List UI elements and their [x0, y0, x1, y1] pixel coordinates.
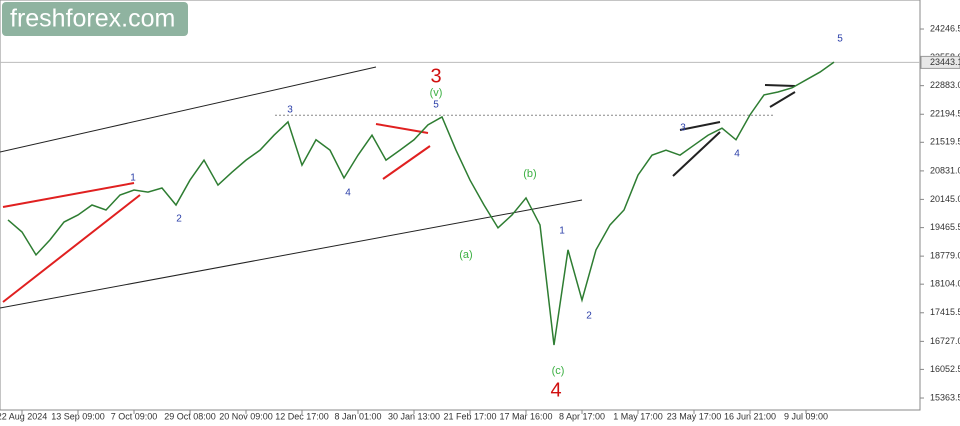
- y-tick-label: 20145.0: [930, 194, 960, 204]
- x-tick-label: 29 Oct 08:00: [164, 411, 216, 421]
- wave-label: 2: [176, 214, 182, 225]
- y-tick-label: 21519.5: [930, 137, 960, 147]
- last-price-label: 23443.1: [930, 57, 960, 67]
- wave-label: 5: [433, 100, 439, 111]
- y-tick-label: 22883.0: [930, 80, 960, 90]
- wave-label: 4: [550, 379, 561, 401]
- wave-label: 4: [345, 188, 351, 199]
- plot-frame: [0, 0, 921, 411]
- trend-lines: [0, 66, 796, 309]
- x-tick-label: 16 Jun 21:00: [724, 411, 776, 421]
- x-tick-label: 12 Dec 17:00: [275, 411, 329, 421]
- x-tick-label: 1 May 17:00: [613, 411, 663, 421]
- wave-label: 1: [559, 226, 565, 237]
- x-tick-label: 9 Jul 09:00: [784, 411, 828, 421]
- y-tick-label: 19465.5: [930, 222, 960, 232]
- x-tick-label: 21 Feb 17:00: [443, 411, 496, 421]
- wave-label: (c): [552, 365, 565, 377]
- y-tick-label: 18779.0: [930, 251, 960, 261]
- y-tick-label: 20831.0: [930, 165, 960, 175]
- x-tick-label: 17 Mar 16:00: [499, 411, 552, 421]
- y-tick-label: 16052.5: [930, 364, 960, 374]
- wave-label: 3: [680, 123, 686, 134]
- y-tick-label: 24246.5: [930, 23, 960, 33]
- watermark: freshforex.com: [10, 5, 175, 33]
- x-tick-label: 7 Oct 09:00: [111, 411, 158, 421]
- y-tick-label: 16727.0: [930, 336, 960, 346]
- y-tick-label: 17415.5: [930, 307, 960, 317]
- wave-label: 5: [837, 34, 843, 45]
- wave-label: 3: [287, 105, 293, 116]
- x-tick-label: 8 Apr 17:00: [559, 411, 605, 421]
- x-tick-label: 22 Aug 2024: [0, 411, 47, 421]
- x-tick-label: 8 Jan 01:00: [334, 411, 381, 421]
- wave-label: (b): [523, 168, 536, 180]
- wave-label: 3: [430, 65, 441, 87]
- x-tick-label: 30 Jan 13:00: [388, 411, 440, 421]
- wave-label: (v): [430, 87, 443, 99]
- x-tick-label: 20 Nov 09:00: [219, 411, 273, 421]
- wave-label: 2: [586, 311, 592, 322]
- wave-label: (a): [459, 249, 472, 261]
- price-line: [7, 61, 835, 346]
- watermark-box: [2, 2, 188, 36]
- x-tick-label: 13 Sep 09:00: [51, 411, 105, 421]
- y-tick-label: 18104.0: [930, 279, 960, 289]
- last-price-box: [920, 55, 960, 69]
- wave-label: 4: [734, 149, 740, 160]
- x-tick-label: 23 May 17:00: [667, 411, 722, 421]
- y-tick-label: 22194.5: [930, 109, 960, 119]
- y-tick-label: 15363.5: [930, 392, 960, 402]
- wave-label: 1: [130, 173, 136, 184]
